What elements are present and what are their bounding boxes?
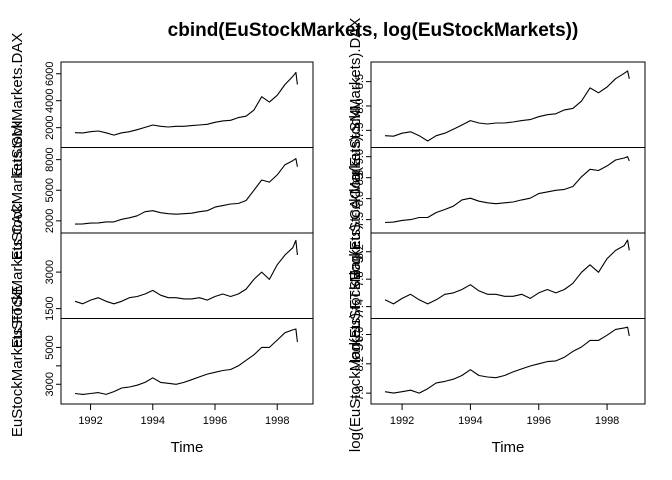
y-axis-label: log(EuStockMarkets).CAC <box>347 188 364 363</box>
y-axis-label: EuStockMarkets.SMI <box>9 120 26 260</box>
series-line <box>384 156 630 224</box>
panel-left-3: 1500 3000 EuStockMarkets.CAC <box>9 203 314 348</box>
y-tick-label: 2000 <box>44 115 56 139</box>
panel-frame <box>370 232 646 319</box>
y-tick-label: 3000 <box>44 260 56 284</box>
y-tick-label: 5000 <box>44 335 56 359</box>
y-tick-label: 7.5 <box>354 123 366 138</box>
y-tick-label: 3000 <box>44 372 56 396</box>
y-tick-label: 8000 <box>44 147 56 171</box>
y-tick-label: 8.6 <box>354 327 366 342</box>
y-tick-label: 8.0 <box>354 98 366 113</box>
x-tick-label: 1992 <box>390 415 414 427</box>
series-line <box>74 71 298 136</box>
chart-title: cbind(EuStockMarkets, log(EuStockMarkets… <box>168 20 579 41</box>
series-line <box>384 239 630 305</box>
y-tick-label: 6000 <box>44 61 56 85</box>
x-tick-label: 1996 <box>203 415 227 427</box>
y-tick-label: 8.0 <box>354 191 366 206</box>
y-axis-label: EuStockMarkets.DAX <box>9 33 26 177</box>
x-axis-title: Time <box>171 439 204 456</box>
x-tick-label: 1992 <box>78 415 102 427</box>
series-line <box>74 239 298 305</box>
y-tick-label: 9.0 <box>354 149 366 164</box>
y-tick-label: 7.8 <box>354 385 366 400</box>
panel-frame <box>60 147 314 234</box>
x-axis-right: 1992 1994 1996 1998 Time <box>390 403 619 456</box>
y-tick-label: 2000 <box>44 209 56 233</box>
y-tick-label: 8.2 <box>354 244 366 259</box>
panel-left-2: 2000 5000 8000 EuStockMarkets.SMI <box>9 120 314 260</box>
y-tick-label: 8.5 <box>354 170 366 185</box>
y-tick-label: 7.8 <box>354 272 366 287</box>
y-axis-label: EuStockMarkets.CAC <box>9 203 26 348</box>
series-line <box>74 328 298 395</box>
panel-frame <box>60 232 314 319</box>
x-tick-label: 1998 <box>265 415 289 427</box>
x-axis-title: Time <box>492 439 525 456</box>
y-tick-label: 4000 <box>44 88 56 112</box>
x-tick-label: 1998 <box>595 415 619 427</box>
y-axis-label: EuStockMarkets.FTSE <box>9 285 26 437</box>
panel-frame <box>370 61 646 148</box>
panel-frame <box>370 147 646 234</box>
panel-left-4: 3000 5000 EuStockMarkets.FTSE <box>9 285 314 437</box>
y-tick-label: 7.5 <box>354 212 366 227</box>
x-tick-label: 1994 <box>141 415 165 427</box>
y-axis-label: log(EuStockMarkets).FTSE <box>347 270 364 452</box>
x-tick-label: 1994 <box>458 415 482 427</box>
plot-area: 2000 4000 6000 EuStockMarkets.DAX 2000 5000 80… <box>9 18 646 456</box>
y-tick-label: 8.5 <box>354 74 366 89</box>
panel-frame <box>60 61 314 148</box>
y-tick-label: 1500 <box>44 296 56 320</box>
series-line <box>384 70 630 142</box>
series-line <box>74 158 298 225</box>
y-tick-label: 8.2 <box>354 356 366 371</box>
panel-frame <box>60 318 314 405</box>
y-tick-label: 5000 <box>44 178 56 202</box>
x-tick-label: 1996 <box>527 415 551 427</box>
y-axis-label: log(EuStockMarkets).SMI <box>347 105 364 275</box>
y-axis-label: log(EuStockMarkets).DAX <box>347 18 364 192</box>
x-axis-left: 1992 1994 1996 1998 Time <box>78 403 289 456</box>
series-line <box>384 326 630 394</box>
y-tick-label: 7.4 <box>354 299 366 314</box>
